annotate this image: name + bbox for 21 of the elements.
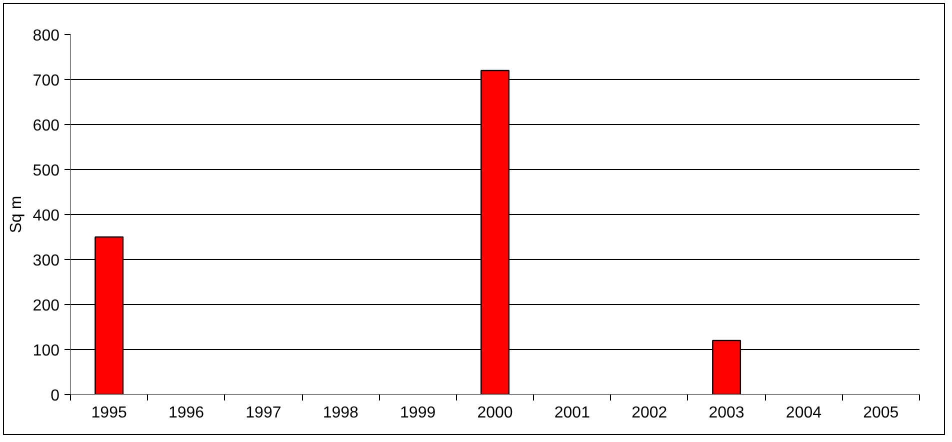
y-tick-label: 700 (32, 72, 60, 90)
x-tick-label: 2002 (632, 404, 668, 422)
y-tick-label: 600 (32, 118, 60, 134)
y-tick-label: 0 (50, 388, 60, 404)
y-tick-label: 200 (32, 298, 60, 314)
x-tick-label: 2003 (708, 404, 744, 422)
x-tick-label: 1997 (246, 404, 282, 422)
y-tick-label: 100 (32, 342, 60, 360)
x-tick-label: 2001 (554, 404, 590, 422)
y-tick-label: 500 (32, 162, 60, 180)
x-tick-label: 2005 (863, 404, 899, 422)
y-tick-label: 300 (32, 252, 60, 270)
x-tick-label: 1995 (91, 404, 127, 422)
y-tick-label: 800 (32, 28, 60, 44)
x-tick-label: 2004 (786, 404, 822, 422)
y-tick-label: 400 (32, 208, 60, 224)
x-tick-label: 1996 (168, 404, 204, 422)
x-tick-label: 1998 (322, 404, 359, 422)
x-tick-label: 1999 (400, 404, 436, 422)
y-axis-title: Sq m (8, 196, 25, 234)
x-tick-label: 2000 (477, 404, 513, 422)
